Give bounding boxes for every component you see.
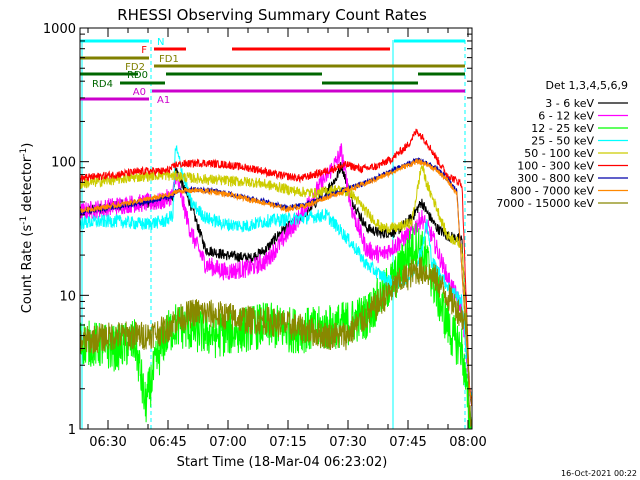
x-tick-label: 07:00 [209, 435, 246, 450]
y-axis: 1 10 100 1000 [43, 22, 472, 438]
x-tick-label: 06:30 [89, 435, 126, 450]
state-label-rd0: RD0 [127, 70, 148, 81]
state-bar-f-0 [154, 47, 186, 51]
x-tick-label: 07:30 [329, 435, 366, 450]
state-bar-rd4-0 [120, 81, 165, 85]
state-label-a0: A0 [133, 87, 146, 98]
state-bar-fd1-0 [80, 56, 149, 60]
legend-label-3: 25 - 50 keV [531, 135, 594, 148]
series-line-2 [79, 222, 473, 430]
legend-title: Det 1,3,4,5,6,9 [545, 79, 628, 92]
state-bar-rd0-0 [80, 72, 138, 76]
state-label-rd4: RD4 [92, 79, 113, 90]
state-bar-rd0-1 [166, 72, 322, 76]
state-label-fd2: FD2 [125, 62, 145, 73]
y-tick-label: 10 [59, 289, 76, 304]
x-tick-label: 07:15 [269, 435, 306, 450]
series-line-1 [79, 143, 473, 404]
state-bar-f-1 [232, 47, 390, 51]
x-axis-label: Start Time (18-Mar-04 06:23:02) [177, 455, 388, 470]
y-tick-label: 1000 [43, 22, 76, 37]
state-bar-fd2-0 [154, 64, 465, 68]
legend-label-1: 6 - 12 keV [538, 110, 594, 123]
y-label-sup1: -1 [19, 216, 29, 225]
state-bar-a1-0 [80, 97, 149, 101]
state-label-fd1: FD1 [159, 54, 179, 65]
legend-label-8: 7000 - 15000 keV [496, 197, 594, 210]
count-rate-series [79, 128, 473, 430]
y-tick-label: 100 [51, 156, 76, 171]
x-tick-label: 08:00 [449, 435, 486, 450]
legend-label-7: 800 - 7000 keV [510, 185, 594, 198]
series-line-8 [79, 256, 473, 427]
series-line-5 [79, 128, 472, 406]
state-bar-a0-0 [152, 89, 465, 93]
legend-label-6: 300 - 800 keV [517, 172, 594, 185]
legend-label-4: 50 - 100 keV [524, 147, 594, 160]
y-label-sup2: -1 [19, 148, 29, 157]
legend-label-2: 12 - 25 keV [531, 122, 594, 135]
y-label-mid: detector [20, 156, 35, 216]
chart-title: RHESSI Observing Summary Count Rates [117, 6, 427, 24]
state-bar-rd0-2 [418, 72, 465, 76]
x-axis: 06:30 06:45 07:00 07:15 07:30 07:45 08:00 [87, 28, 487, 450]
state-label-a1: A1 [157, 95, 170, 106]
legend-label-5: 100 - 300 keV [517, 160, 594, 173]
x-tick-label: 06:45 [149, 435, 186, 450]
x-tick-label: 07:45 [389, 435, 426, 450]
state-bar-rd4-1 [322, 81, 418, 85]
plot-frame [79, 27, 473, 430]
y-label-main: Count Rate (s [20, 225, 35, 314]
footer-timestamp: 16-Oct-2021 00:22 [561, 469, 637, 478]
y-label-end: ) [20, 143, 35, 148]
series-line-7 [79, 157, 473, 406]
state-bar-n-1 [394, 39, 465, 43]
state-label-n: N [157, 37, 164, 48]
state-bar-n-0 [80, 39, 149, 43]
state-label-f: F [141, 45, 147, 56]
y-axis-label: Count Rate (s-1 detector-1) [19, 143, 35, 314]
y-tick-label: 1 [68, 423, 76, 438]
legend-label-0: 3 - 6 keV [545, 97, 594, 110]
